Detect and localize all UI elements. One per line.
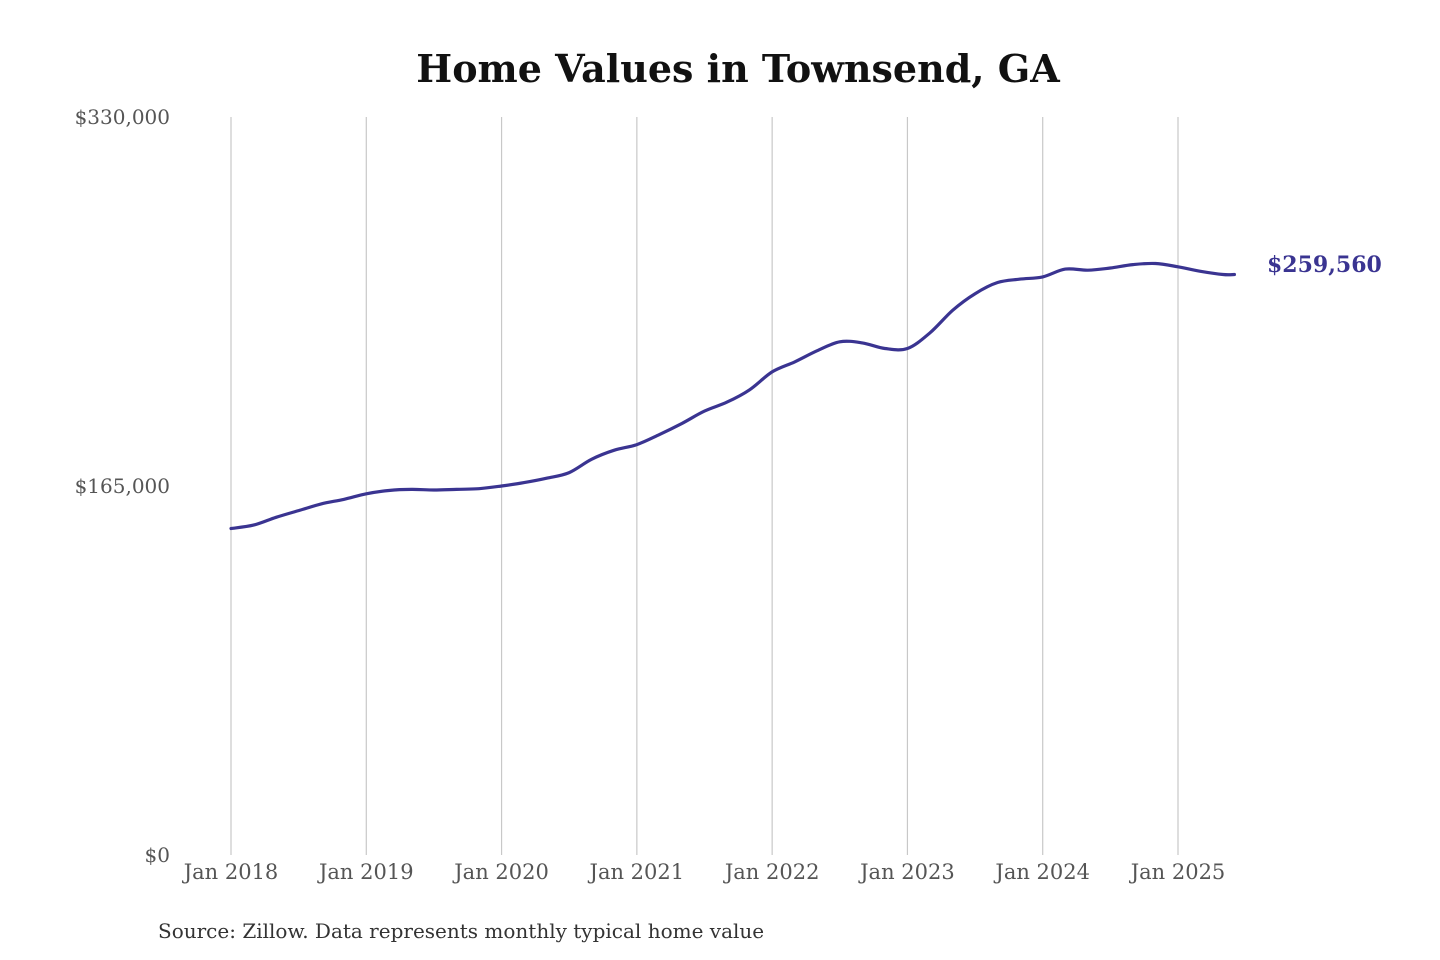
y-tick-label: $330,000 bbox=[75, 105, 170, 129]
source-note: Source: Zillow. Data represents monthly … bbox=[158, 919, 764, 943]
end-value-label: $259,560 bbox=[1267, 252, 1382, 278]
y-axis: $0 $165,000 $330,000 bbox=[75, 105, 170, 867]
x-axis: Jan 2018 Jan 2019 Jan 2020 Jan 2021 Jan 2022… bbox=[182, 860, 1226, 884]
y-tick-label: $165,000 bbox=[75, 474, 170, 498]
chart-title: Home Values in Townsend, GA bbox=[416, 46, 1060, 91]
x-tick-label: Jan 2018 bbox=[182, 860, 279, 884]
x-tick-label: Jan 2022 bbox=[723, 860, 820, 884]
x-tick-label: Jan 2025 bbox=[1129, 860, 1226, 884]
series-line bbox=[229, 261, 1236, 531]
x-tick-label: Jan 2019 bbox=[317, 860, 414, 884]
y-tick-label: $0 bbox=[145, 843, 170, 867]
x-tick-label: Jan 2023 bbox=[858, 860, 955, 884]
series-layer bbox=[229, 261, 1236, 531]
gridlines bbox=[230, 117, 1179, 855]
x-tick-label: Jan 2021 bbox=[588, 860, 685, 884]
x-tick-label: Jan 2024 bbox=[993, 860, 1090, 884]
x-tick-label: Jan 2020 bbox=[452, 860, 549, 884]
